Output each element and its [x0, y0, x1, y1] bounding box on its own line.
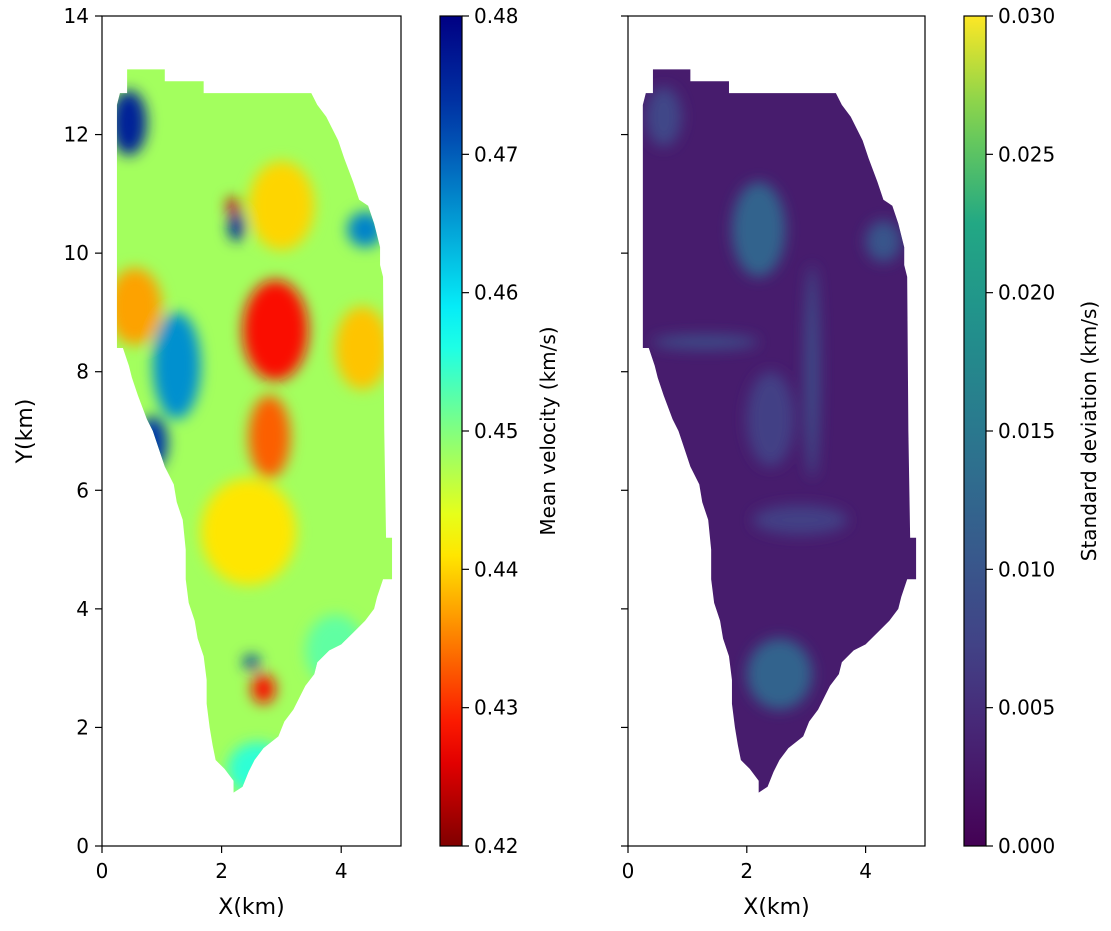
colorbar-tick-label: 0.47	[474, 142, 519, 166]
y-tick-label: 10	[64, 241, 89, 265]
heatmap-feature	[645, 87, 682, 147]
x-tick-label: 0	[622, 859, 635, 883]
heatmap-feature	[347, 211, 384, 248]
heatmap-feature	[227, 742, 288, 793]
heatmap-feature	[228, 211, 245, 242]
heatmap-feature	[305, 614, 366, 686]
colorbar-tick-label: 0.015	[998, 419, 1055, 443]
colorbar-label: Standard deviation (km/s)	[1077, 301, 1101, 562]
colorbar-ticks: 0.000 0.005 0.010 0.015 0.020 0.025 0.030	[986, 4, 1055, 858]
heatmap-feature	[248, 395, 291, 479]
axis-ticks: 0 2 4 0 2 4 6 8 10 12 14	[64, 4, 348, 883]
x-tick-label: 2	[740, 859, 753, 883]
heatmap-feature	[242, 279, 309, 381]
x-tick-label: 4	[859, 859, 872, 883]
heatmap-feature	[116, 267, 162, 346]
colorbar-mean-velocity	[440, 16, 462, 846]
y-tick-label: 14	[64, 4, 89, 28]
heatmap-feature	[746, 638, 813, 710]
colorbar-tick-label: 0.44	[474, 557, 519, 581]
heatmap-feature	[731, 182, 786, 277]
y-tick-label: 0	[76, 834, 89, 858]
colorbar-tick-label: 0.030	[998, 4, 1055, 28]
heatmap-feature	[243, 655, 260, 670]
heatmap-feature	[248, 161, 315, 251]
y-tick-label: 8	[76, 360, 89, 384]
colorbar-tick-label: 0.005	[998, 696, 1055, 720]
x-axis-label: X(km)	[743, 895, 809, 920]
heatmap-feature	[746, 371, 795, 467]
heatmap-standard-deviation	[642, 57, 917, 793]
x-axis-label: X(km)	[218, 895, 284, 920]
plot-frame	[101, 15, 402, 847]
colorbar-ticks: 0.42 0.43 0.44 0.45 0.46 0.47 0.48	[462, 4, 519, 858]
colorbar-tick-label: 0.010	[998, 557, 1055, 581]
x-tick-label: 4	[335, 859, 348, 883]
heatmap-feature	[752, 505, 848, 535]
heatmap-feature	[137, 416, 168, 470]
colorbar-tick-label: 0.000	[998, 834, 1055, 858]
colorbar-tick-label: 0.45	[474, 419, 519, 443]
colorbar-tick-label: 0.025	[998, 142, 1055, 166]
heatmap-feature	[116, 90, 147, 156]
colorbar-standard-deviation	[964, 16, 986, 846]
plot-frame	[627, 15, 926, 847]
heatmap-mean-velocity	[116, 57, 393, 793]
colorbar-tick-label: 0.43	[474, 696, 519, 720]
colorbar-tick-label: 0.42	[474, 834, 519, 858]
heatmap-feature	[805, 265, 820, 479]
y-tick-label: 2	[76, 715, 89, 739]
x-tick-label: 0	[96, 859, 109, 883]
x-tick-label: 2	[215, 859, 228, 883]
panel-standard-deviation: 0 2 4 X(km) 0.000 0.005 0.010 0.015 0.020 0.025…	[621, 4, 1101, 920]
heatmap-feature	[865, 220, 902, 263]
heatmap-feature	[200, 478, 297, 586]
heatmap-feature	[152, 312, 201, 420]
colorbar-tick-label: 0.46	[474, 281, 519, 305]
y-tick-label: 4	[76, 597, 89, 621]
heatmap-feature	[651, 334, 759, 350]
colorbar-label: Mean velocity (km/s)	[536, 326, 560, 535]
heatmap-feature	[251, 674, 276, 704]
heatmap-feature	[335, 306, 390, 390]
colorbar-tick-label: 0.48	[474, 4, 519, 28]
y-tick-label: 6	[76, 478, 89, 502]
colorbar-tick-label: 0.020	[998, 281, 1055, 305]
axis-ticks: 0 2 4	[621, 15, 872, 883]
heatmap-feature	[226, 197, 241, 215]
y-tick-label: 12	[64, 123, 89, 147]
y-axis-label: Y(km)	[13, 399, 38, 465]
